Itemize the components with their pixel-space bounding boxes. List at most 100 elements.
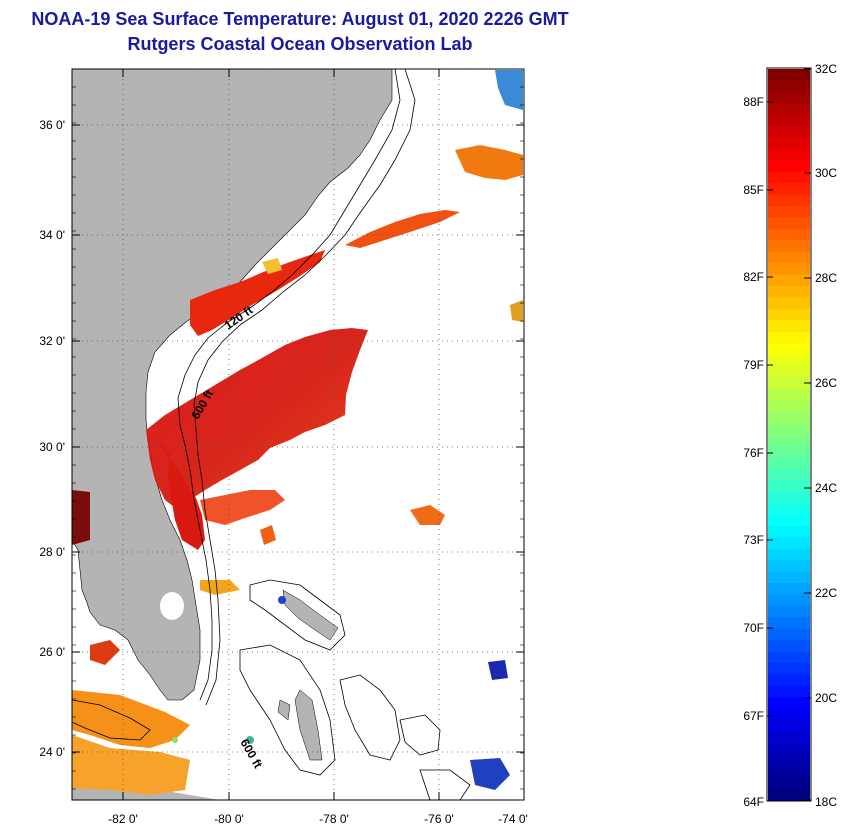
bahamas-island bbox=[277, 699, 291, 721]
colorbar-fahrenheit-label: 88F bbox=[743, 95, 764, 109]
lake-okeechobee bbox=[160, 592, 184, 620]
colorbar-band bbox=[768, 674, 810, 687]
contour-line bbox=[419, 769, 471, 800]
colorbar-fahrenheit-label: 67F bbox=[743, 709, 764, 723]
latitude-label: 28 0' bbox=[39, 545, 65, 559]
colorbar-band bbox=[768, 685, 810, 698]
colorbar-band bbox=[768, 183, 810, 196]
warm-sst-patch bbox=[410, 505, 445, 525]
warm-sst-patch bbox=[146, 328, 368, 510]
colorbar-band bbox=[768, 765, 810, 778]
colorbar-band bbox=[768, 617, 810, 630]
colorbar-band bbox=[768, 137, 810, 150]
colorbar-fahrenheit-label: 64F bbox=[743, 795, 764, 809]
longitude-label: -78 0' bbox=[319, 812, 349, 826]
contour-line bbox=[399, 714, 441, 756]
colorbar-band bbox=[768, 274, 810, 287]
colorbar-band bbox=[768, 251, 810, 264]
warm-sst-patch bbox=[90, 640, 120, 665]
colorbar-band bbox=[768, 423, 810, 436]
colorbar-band bbox=[768, 114, 810, 127]
warm-sst-patch bbox=[262, 258, 282, 274]
latitude-label: 30 0' bbox=[39, 440, 65, 454]
colorbar-band bbox=[768, 206, 810, 219]
warm-sst-patch bbox=[190, 250, 325, 336]
colorbar-fahrenheit-label: 73F bbox=[743, 533, 764, 547]
colorbar-band bbox=[768, 343, 810, 356]
colorbar-band bbox=[768, 457, 810, 470]
colorbar-band bbox=[768, 217, 810, 230]
colorbar-band bbox=[768, 365, 810, 378]
colorbar-band bbox=[768, 80, 810, 93]
colorbar-band bbox=[768, 628, 810, 641]
latitude-label: 36 0' bbox=[39, 118, 65, 132]
colorbar-celsius-label: 18C bbox=[815, 795, 838, 809]
colorbar-band bbox=[768, 354, 810, 367]
colorbar-fahrenheit-label: 70F bbox=[743, 621, 764, 635]
colorbar-band bbox=[768, 286, 810, 299]
colorbar-band bbox=[768, 308, 810, 321]
colorbar-band bbox=[768, 788, 810, 801]
colorbar-fahrenheit-label: 82F bbox=[743, 270, 764, 284]
colorbar-band bbox=[768, 160, 810, 173]
warm-sst-patch bbox=[345, 210, 460, 248]
colorbar-band bbox=[768, 594, 810, 607]
warm-sst-patch bbox=[455, 145, 523, 180]
longitude-label: -80 0' bbox=[214, 812, 244, 826]
chart-title: NOAA-19 Sea Surface Temperature: August … bbox=[31, 9, 569, 29]
colorbar-band bbox=[768, 662, 810, 675]
colorbar-bands bbox=[768, 69, 810, 801]
warm-sst-patch bbox=[150, 430, 205, 550]
colorbar-celsius-label: 22C bbox=[815, 586, 838, 600]
colorbar-band bbox=[768, 708, 810, 721]
colorbar-celsius-label: 30C bbox=[815, 166, 838, 180]
colorbar-band bbox=[768, 651, 810, 664]
grid-lines bbox=[72, 69, 524, 800]
colorbar-band bbox=[768, 320, 810, 333]
colorbar-fahrenheit-label: 85F bbox=[743, 183, 764, 197]
colorbar-band bbox=[768, 582, 810, 596]
colorbar-celsius-label: 24C bbox=[815, 481, 838, 495]
colorbar-celsius-label: 32C bbox=[815, 62, 838, 76]
colorbar-band bbox=[768, 194, 810, 207]
bahamas-island bbox=[282, 589, 339, 641]
colorbar-band bbox=[768, 69, 810, 82]
colorbar-band bbox=[768, 400, 810, 413]
colorbar-band bbox=[768, 480, 810, 493]
colorbar-band bbox=[768, 388, 810, 401]
colorbar-fahrenheit-label: 76F bbox=[743, 446, 764, 460]
colorbar-band bbox=[768, 297, 810, 310]
warm-sst-patch bbox=[72, 735, 190, 795]
colorbar-band bbox=[768, 91, 810, 104]
colorbar-celsius-label: 26C bbox=[815, 376, 838, 390]
warm-sst-patch bbox=[260, 525, 276, 545]
colorbar-band bbox=[768, 697, 810, 710]
contour-line bbox=[193, 69, 416, 706]
cool-sst-patch bbox=[495, 70, 523, 110]
colorbar-band bbox=[768, 171, 810, 184]
warm-sst-patch bbox=[72, 490, 90, 545]
colorbar-band bbox=[768, 640, 810, 653]
longitude-label: -82 0' bbox=[108, 812, 138, 826]
colorbar-band bbox=[768, 445, 810, 458]
colorbar-band bbox=[768, 754, 810, 767]
longitude-label: -74 0' bbox=[498, 812, 528, 826]
colorbar-band bbox=[768, 571, 810, 584]
chart-subtitle: Rutgers Coastal Ocean Observation Lab bbox=[127, 34, 473, 54]
colorbar-celsius-label: 28C bbox=[815, 271, 838, 285]
longitude-label: -76 0' bbox=[424, 812, 454, 826]
contour-line bbox=[339, 674, 401, 761]
cool-sst-patch bbox=[488, 660, 508, 680]
latitude-label: 24 0' bbox=[39, 745, 65, 759]
colorbar-band bbox=[768, 537, 810, 550]
colorbar-frame bbox=[766, 67, 812, 802]
contour-line bbox=[72, 699, 151, 741]
colorbar-band bbox=[768, 240, 810, 253]
colorbar-band bbox=[768, 605, 810, 618]
colorbar-band bbox=[768, 525, 810, 538]
latitude-label: 26 0' bbox=[39, 645, 65, 659]
colorbar-band bbox=[768, 468, 810, 481]
colorbar-band bbox=[768, 103, 810, 116]
